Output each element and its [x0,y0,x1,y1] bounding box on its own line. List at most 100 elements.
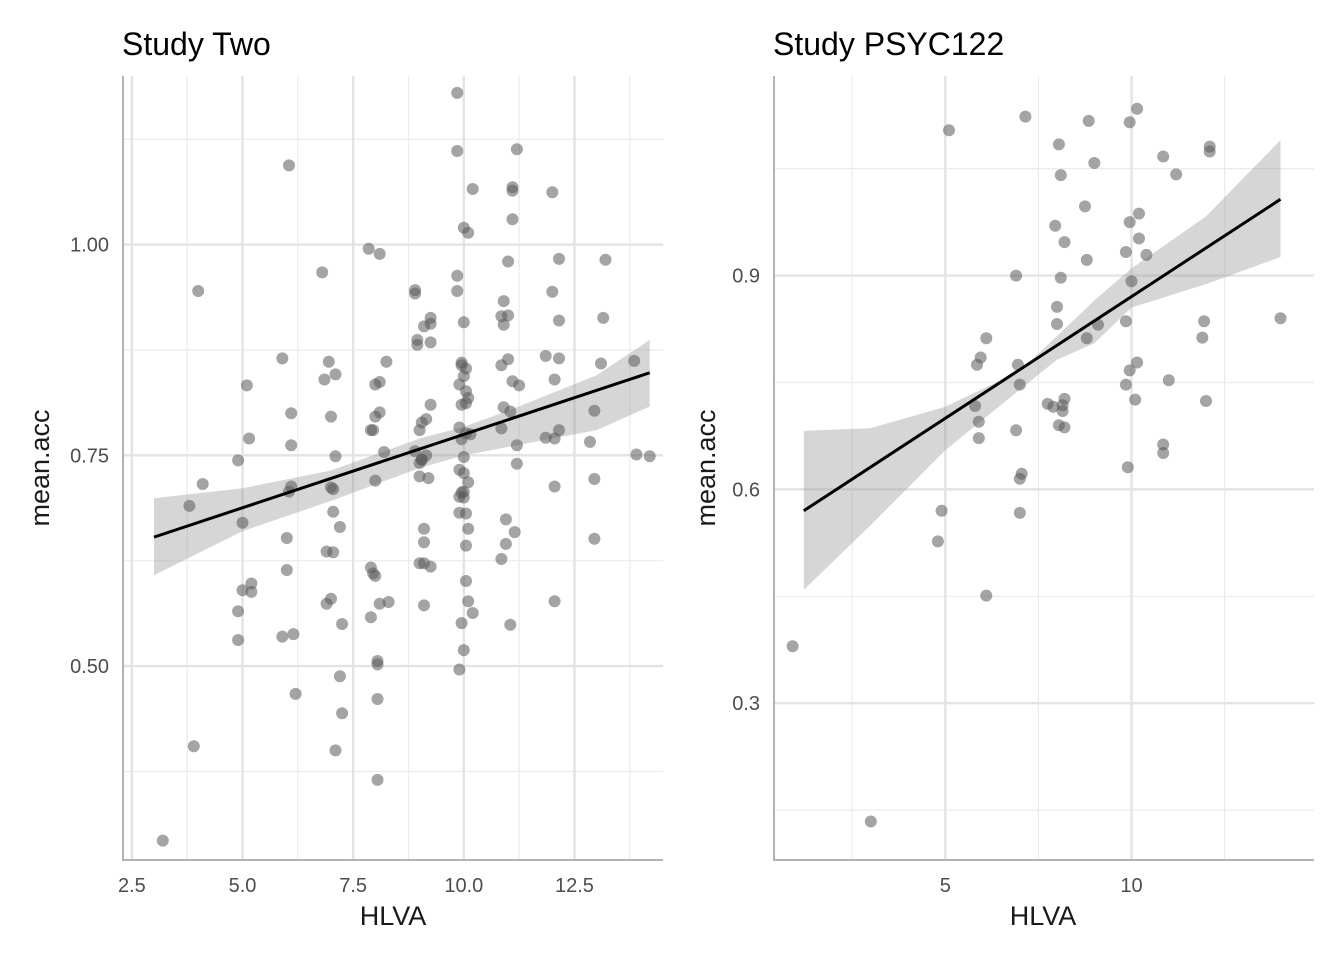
data-point [1133,207,1145,220]
data-point [466,607,479,619]
data-point [497,295,510,308]
data-point [424,317,437,330]
data-point [935,504,948,517]
data-point [508,526,521,539]
data-point [329,744,342,757]
data-point [466,183,479,195]
data-point [504,618,517,631]
data-point [1157,438,1170,451]
data-point [373,597,386,610]
x-axis-label: HLVA [1010,901,1077,931]
data-point [287,628,300,641]
panel-study-psyc122: Study PSYC122 HLVA mean.acc 5 10 0.3 0.6 0.9 [691,26,1314,931]
data-point [1013,378,1026,391]
data-point [1123,116,1136,129]
data-point [462,226,475,239]
data-point [276,630,289,643]
data-point [364,611,377,624]
data-point [499,537,512,550]
y-tick-label: 0.6 [732,479,760,501]
y-tick-label: 0.9 [732,266,760,288]
data-point [1013,506,1026,519]
data-point [1119,315,1132,328]
data-point [643,450,656,463]
data-point [630,448,643,461]
x-axis-label: HLVA [360,901,427,931]
data-point [192,285,205,297]
data-point [931,535,944,548]
data-point [245,585,258,598]
data-point [369,474,382,487]
data-point [318,373,331,386]
data-point [513,379,526,392]
data-point [497,318,510,331]
y-axis-label: mean.acc [25,409,55,526]
scatter-points [786,102,1287,828]
data-point [1080,253,1093,266]
x-tick-label: 12.5 [555,875,594,897]
data-point [411,338,424,351]
data-point [457,316,470,329]
data-point [1274,312,1287,325]
data-point [553,352,565,365]
data-point [1010,424,1023,437]
data-point [283,159,295,172]
data-point [943,124,955,137]
data-point [420,449,433,462]
data-point [373,247,386,260]
x-tick-label: 10.0 [444,875,483,897]
data-point [329,368,342,381]
data-point [510,143,523,156]
data-point [1121,461,1134,474]
data-point [455,617,468,630]
plot-area: 2.5 5.0 7.5 10.0 12.5 0.50 0.75 1.00 [70,76,663,897]
data-point [506,213,519,226]
data-point [243,432,256,445]
data-point [786,640,799,653]
data-point [1131,102,1144,115]
data-point [1054,271,1067,284]
data-point [457,644,470,657]
data-point [329,450,342,463]
data-point [187,740,200,753]
data-point [183,499,196,512]
data-point [1058,421,1071,434]
data-point [1119,246,1132,258]
data-point [336,707,349,720]
data-point [1088,157,1101,169]
data-point [1049,219,1062,232]
data-point [502,353,515,366]
data-point [327,546,340,559]
data-point [546,285,559,298]
data-point [628,354,641,367]
data-point [504,405,517,418]
data-point [980,589,993,602]
data-point [1131,356,1144,369]
data-point [457,451,470,463]
data-point [1162,374,1175,387]
data-point [553,314,565,327]
data-point [980,332,993,345]
data-point [553,252,565,265]
data-point [599,253,612,266]
plot-area: 5 10 0.3 0.6 0.9 [732,76,1314,897]
y-tick-label: 0.50 [70,656,109,678]
data-point [232,634,245,646]
data-point [236,584,249,597]
data-point [333,521,346,533]
data-point [373,376,386,388]
data-point [506,184,519,197]
data-point [972,415,985,428]
data-point [362,242,375,255]
data-point [367,424,380,437]
x-tick-label: 2.5 [118,875,146,897]
data-point [453,663,466,676]
data-point [460,362,472,375]
data-point [1019,110,1032,123]
x-tick-label: 5 [940,875,951,897]
data-point [1058,236,1071,249]
data-point [371,658,384,671]
data-point [597,311,610,324]
data-point [369,569,382,582]
